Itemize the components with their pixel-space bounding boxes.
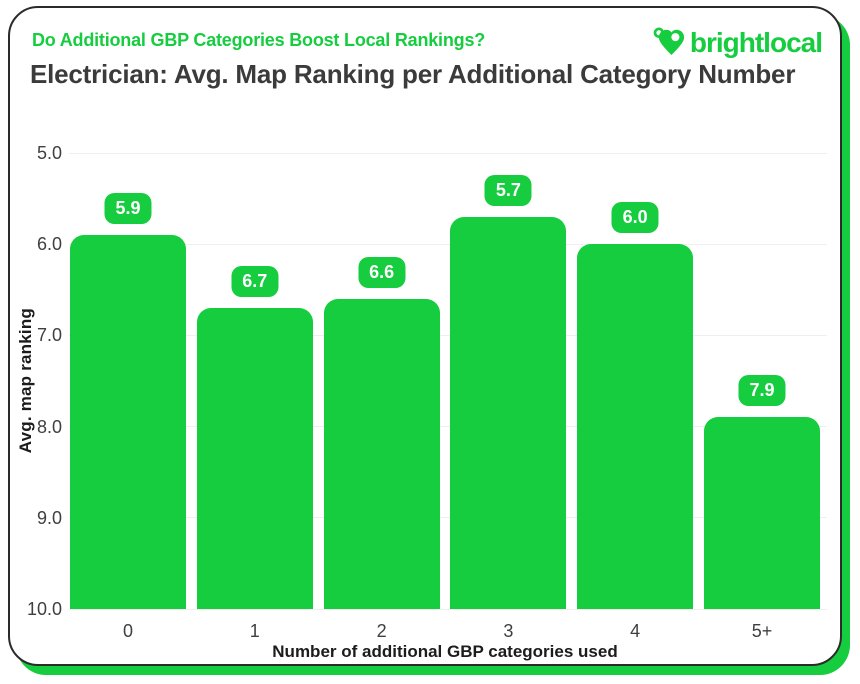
bar [450, 216, 567, 609]
bar [196, 308, 313, 609]
plot-area: 5.0 6.0 7.0 8.0 9.0 10.0 5.9 0 6.7 1 6.6 2 5.7 3 6.0 4 7… [27, 143, 827, 641]
chart-title: Electrician: Avg. Map Ranking per Additi… [30, 59, 796, 89]
bar-value-badge: 6.0 [611, 202, 659, 234]
y-tick-label: 5.0 [36, 143, 62, 163]
bar [323, 298, 440, 609]
bar-value-badge: 5.9 [104, 193, 152, 225]
gridline [69, 426, 827, 428]
x-tick-label: 2 [376, 621, 387, 641]
bar [70, 235, 186, 609]
y-tick-label: 6.0 [36, 234, 62, 255]
bar-value-badge: 7.9 [738, 375, 786, 407]
gridline [69, 608, 827, 610]
x-tick-label: 5+ [751, 621, 773, 641]
y-tick-label: 8.0 [36, 416, 62, 437]
brightlocal-pin-heart-icon [652, 22, 688, 63]
x-tick-label: 3 [503, 621, 514, 641]
x-tick-label: 0 [122, 621, 133, 641]
y-tick-label: 7.0 [36, 325, 62, 346]
y-axis-label: Avg. map ranking [16, 308, 35, 454]
bar-value-badge: 6.7 [231, 266, 279, 298]
gridline [69, 152, 827, 154]
y-tick-label: 10.0 [26, 599, 62, 619]
chart-card: Do Additional GBP Categories Boost Local… [8, 6, 842, 666]
gridline [69, 243, 827, 245]
brightlocal-logo: brightlocal [652, 22, 823, 63]
bar-value-badge: 6.6 [358, 256, 406, 288]
gridline [69, 517, 827, 519]
y-tick-label: 9.0 [36, 507, 62, 528]
x-axis-label: Number of additional GBP categories used [272, 642, 618, 661]
x-tick-label: 4 [630, 621, 641, 641]
report-question: Do Additional GBP Categories Boost Local… [32, 30, 486, 50]
bar [704, 417, 820, 609]
brightlocal-logo-text: brightlocal [689, 26, 823, 58]
bar-value-badge: 5.7 [484, 174, 532, 206]
x-tick-label: 1 [249, 621, 260, 641]
bar [577, 244, 694, 609]
gridline [69, 334, 827, 336]
